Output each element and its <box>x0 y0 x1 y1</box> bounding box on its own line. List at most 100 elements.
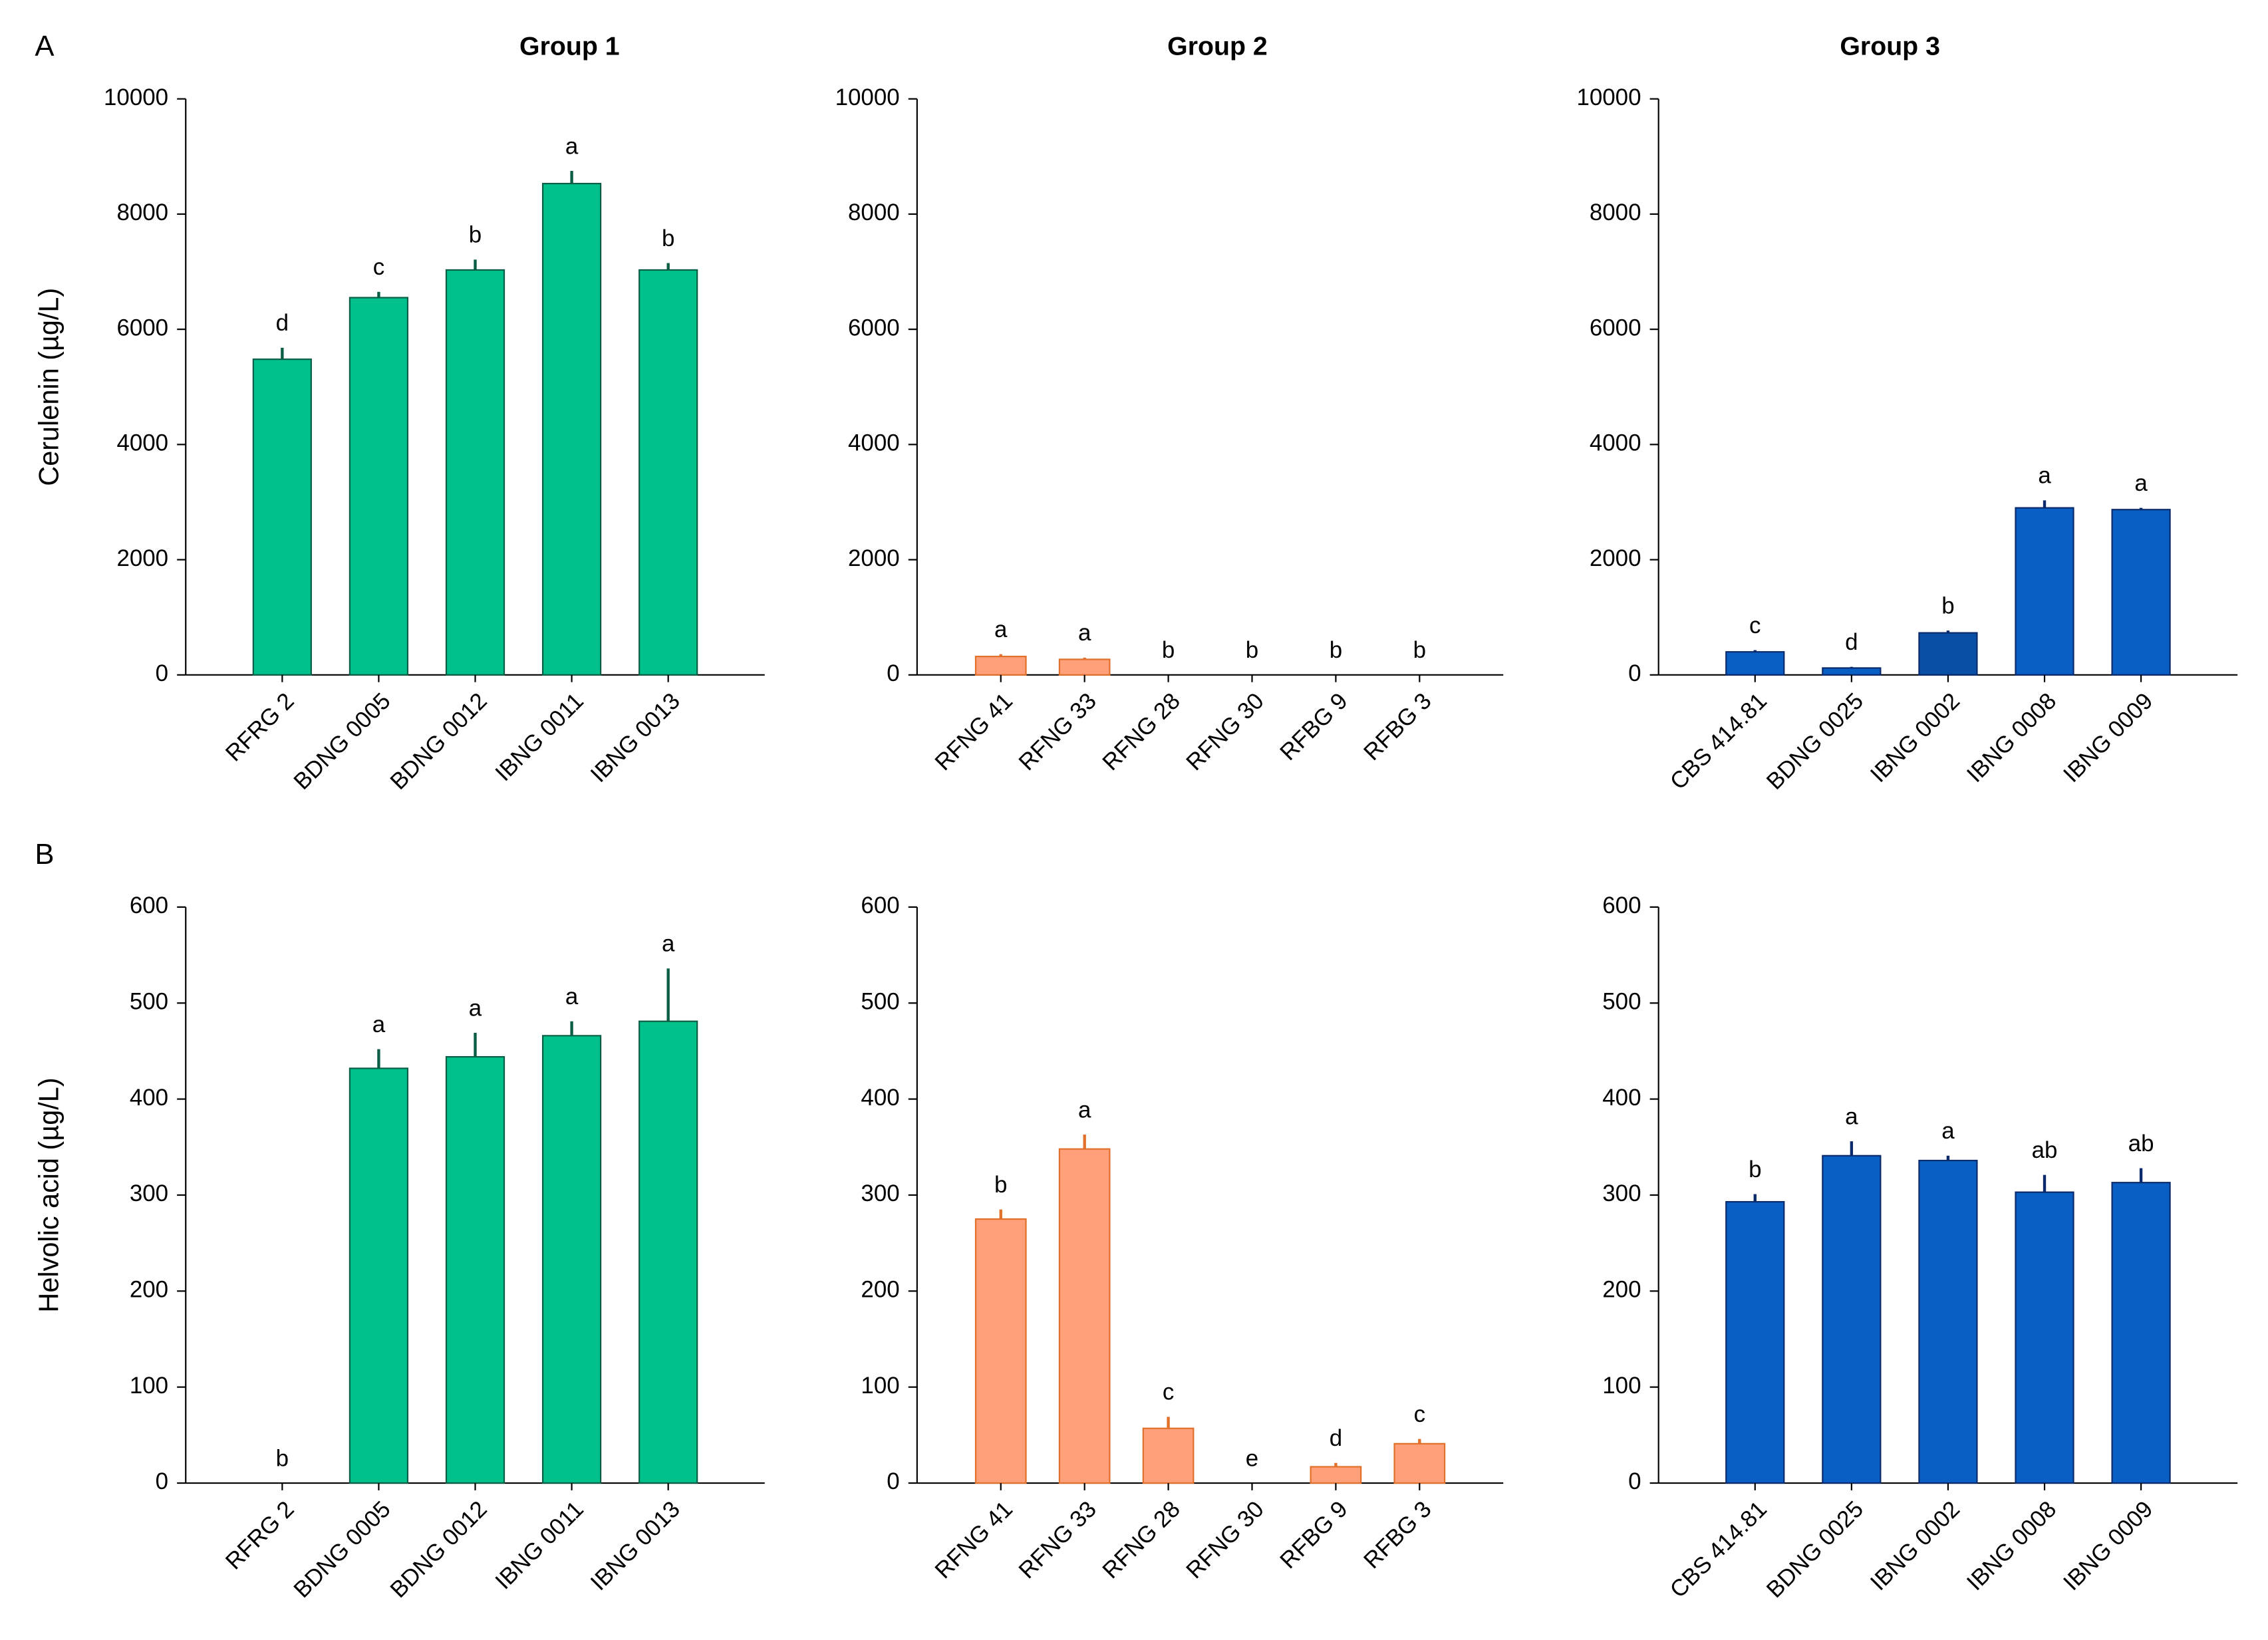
y-tick-label: 0 <box>887 1468 899 1494</box>
y-tick-label: 500 <box>861 988 899 1014</box>
x-tick-label: RFBG 3 <box>1359 688 1437 765</box>
x-tick-label: BDNG 0025 <box>1762 1496 1869 1603</box>
annotation: a <box>662 931 675 957</box>
y-tick-label: 2000 <box>848 545 900 571</box>
y-tick-label: 100 <box>861 1373 899 1399</box>
annotation: a <box>565 133 579 159</box>
bar <box>1058 658 1111 676</box>
y-tick-label: 400 <box>861 1085 899 1111</box>
x-tick-label: IBNG 0002 <box>1866 1496 1965 1596</box>
annotation: c <box>1749 613 1761 638</box>
bar <box>252 358 312 676</box>
bar <box>638 1020 698 1484</box>
x-tick-label: RFBG 9 <box>1275 1496 1353 1574</box>
y-axis-label: Cerulenin (µg/L) <box>33 288 64 486</box>
annotation: b <box>994 1172 1007 1198</box>
y-tick-label: 6000 <box>1590 315 1641 341</box>
annotation: b <box>1246 637 1258 663</box>
annotation: ab <box>2032 1137 2058 1163</box>
y-tick-label: 0 <box>887 660 899 686</box>
y-tick-label: 4000 <box>848 430 900 456</box>
annotation: a <box>372 1012 386 1037</box>
y-tick-label: 10000 <box>1576 84 1641 110</box>
y-tick-label: 600 <box>1602 892 1641 918</box>
y-tick-label: 0 <box>156 660 168 686</box>
x-tick-label: IBNG 0009 <box>2058 688 2158 787</box>
x-tick-label: IBNG 0002 <box>1866 688 1965 787</box>
y-tick-label: 0 <box>1628 1468 1641 1494</box>
y-tick-label: 200 <box>861 1277 899 1303</box>
bar <box>974 656 1027 676</box>
x-tick-label: RFBG 9 <box>1275 688 1353 765</box>
bar <box>349 297 409 676</box>
x-tick-label: IBNG 0013 <box>585 688 685 787</box>
annotation: a <box>2134 470 2148 496</box>
x-tick-label: RFRG 2 <box>221 688 299 766</box>
y-tick-label: 4000 <box>116 430 168 456</box>
bar <box>1058 1148 1111 1484</box>
bar <box>1918 632 1978 676</box>
x-tick-label: BDNG 0012 <box>385 688 492 795</box>
y-tick-label: 2000 <box>1590 545 1641 571</box>
bar <box>541 1035 602 1484</box>
annotation: a <box>2038 463 2051 489</box>
annotation: a <box>1941 1118 1955 1144</box>
chart-title: Group 3 <box>1840 32 1940 61</box>
y-tick-label: 300 <box>861 1180 899 1206</box>
chart-title: Group 1 <box>519 32 620 61</box>
bar <box>1310 1466 1362 1484</box>
annotation: c <box>1414 1401 1425 1427</box>
bar <box>1918 1159 1978 1484</box>
y-tick-label: 8000 <box>1590 200 1641 225</box>
annotation: a <box>565 984 579 1010</box>
x-tick-label: RFRG 2 <box>221 1496 299 1575</box>
bar <box>638 269 698 676</box>
y-tick-label: 0 <box>1628 660 1641 686</box>
annotation: b <box>1941 593 1954 618</box>
x-tick-label: IBNG 0008 <box>1962 688 2062 787</box>
annotation: a <box>469 995 482 1021</box>
x-tick-label: BDNG 0005 <box>289 1496 396 1603</box>
y-tick-label: 300 <box>1602 1180 1641 1206</box>
bar <box>1725 651 1785 676</box>
bar <box>349 1067 409 1484</box>
annotation: a <box>1845 1103 1858 1129</box>
bar <box>1393 1442 1446 1484</box>
bar <box>1822 667 1882 676</box>
annotation: a <box>1078 620 1091 646</box>
annotation: b <box>469 222 482 248</box>
bar <box>541 182 602 676</box>
annotation: b <box>276 1445 289 1471</box>
x-tick-label: BDNG 0025 <box>1762 688 1869 795</box>
y-tick-label: 100 <box>130 1373 168 1399</box>
chart-title: Group 2 <box>1167 32 1268 61</box>
x-tick-label: CBS 414.81 <box>1665 688 1772 795</box>
y-tick-label: 4000 <box>1590 430 1641 456</box>
annotation: c <box>1163 1379 1174 1405</box>
annotation: b <box>662 225 674 251</box>
annotation: c <box>373 254 384 280</box>
y-tick-label: 2000 <box>116 545 168 571</box>
panel-label: B <box>35 839 54 871</box>
annotation: b <box>1162 637 1175 663</box>
x-tick-label: RFNG 41 <box>930 1496 1018 1584</box>
x-tick-label: RFNG 33 <box>1014 688 1101 775</box>
bar <box>2111 1182 2171 1484</box>
y-tick-label: 400 <box>1602 1085 1641 1111</box>
annotation: b <box>1413 637 1426 663</box>
x-tick-label: RFNG 41 <box>930 688 1018 775</box>
annotation: d <box>1845 629 1858 655</box>
y-tick-label: 400 <box>130 1085 168 1111</box>
x-tick-label: IBNG 0011 <box>490 1496 589 1595</box>
x-tick-label: CBS 414.81 <box>1665 1496 1772 1603</box>
bar <box>974 1218 1027 1484</box>
x-tick-label: IBNG 0011 <box>490 688 589 786</box>
x-tick-label: IBNG 0013 <box>585 1496 685 1596</box>
y-tick-label: 200 <box>1602 1277 1641 1303</box>
bar <box>2111 509 2171 676</box>
x-tick-label: RFBG 3 <box>1359 1496 1437 1574</box>
annotation: e <box>1246 1445 1258 1471</box>
y-tick-label: 200 <box>130 1277 168 1303</box>
bar <box>1725 1200 1785 1484</box>
